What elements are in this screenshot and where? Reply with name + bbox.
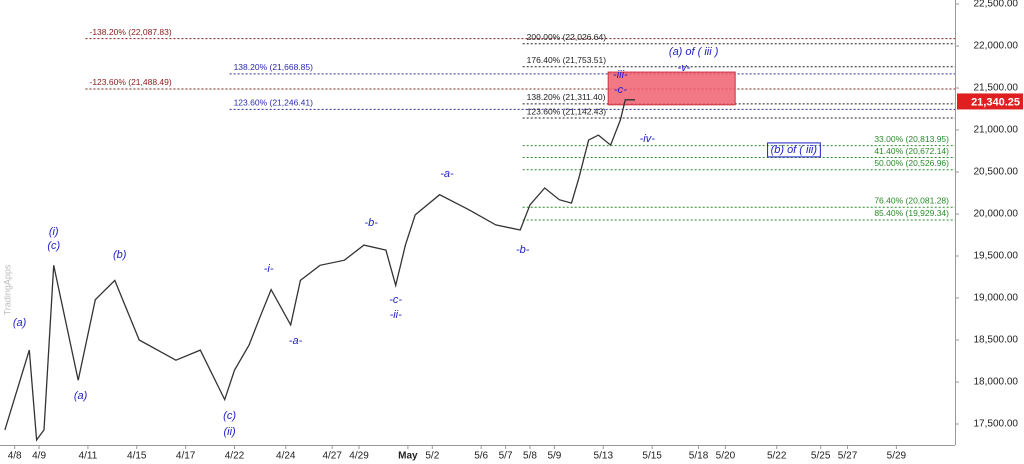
wave-label: (b) bbox=[113, 249, 127, 261]
x-tick-label: 4/9 bbox=[32, 451, 46, 462]
x-tick-label: 4/15 bbox=[127, 451, 147, 462]
x-tick-label: 5/9 bbox=[547, 451, 561, 462]
fib-level-label: -123.60% (21,488.49) bbox=[89, 77, 171, 87]
y-tick-label: 18,000.00 bbox=[974, 377, 1019, 388]
fib-level-label: 200.00% (22,026.64) bbox=[527, 32, 607, 42]
x-tick-label: 5/15 bbox=[642, 451, 662, 462]
x-tick-label: 4/27 bbox=[322, 451, 342, 462]
x-tick-label: 4/29 bbox=[349, 451, 369, 462]
y-tick-label: 21,000.00 bbox=[974, 125, 1019, 136]
wave-label: (i) bbox=[49, 226, 59, 238]
x-tick-label: 5/29 bbox=[887, 451, 907, 462]
x-tick-label: 5/22 bbox=[767, 451, 787, 462]
wave-label: -b- bbox=[516, 244, 530, 256]
wave-label: -iv- bbox=[640, 133, 656, 145]
wave-label: -b- bbox=[365, 217, 379, 229]
wave-label: -iii- bbox=[613, 69, 628, 81]
fib-level-label: 33.00% (20,813.95) bbox=[874, 134, 949, 144]
last-price-tag bbox=[957, 93, 1023, 110]
x-tick-label: 5/20 bbox=[716, 451, 736, 462]
wave-label: -v- bbox=[677, 62, 690, 74]
x-tick-label: May bbox=[398, 451, 418, 462]
fib-level-label: 41.40% (20,672.14) bbox=[874, 146, 949, 156]
wave-label: -ii- bbox=[390, 309, 403, 321]
wave-label: -i- bbox=[264, 263, 274, 275]
x-tick-label: 5/8 bbox=[523, 451, 537, 462]
fib-level-label: 85.40% (19,929.34) bbox=[874, 208, 949, 218]
y-tick-label: 21,500.00 bbox=[974, 83, 1019, 94]
fib-level-label: 76.40% (20,081.28) bbox=[874, 195, 949, 205]
x-tick-label: 5/27 bbox=[838, 451, 858, 462]
y-tick-label: 22,000.00 bbox=[974, 41, 1019, 52]
x-tick-label: 5/2 bbox=[425, 451, 439, 462]
wave-label: (a) bbox=[74, 390, 88, 402]
price-line bbox=[4, 99, 635, 442]
wave-label-box bbox=[767, 142, 821, 158]
y-tick-label: 19,000.00 bbox=[974, 293, 1019, 304]
y-tick-label: 22,500.00 bbox=[974, 0, 1019, 10]
x-tick-label: 4/17 bbox=[176, 451, 196, 462]
fib-level-label: 138.20% (21,311.40) bbox=[527, 92, 606, 102]
wave-label: (c) bbox=[223, 410, 236, 422]
x-tick-label: 5/18 bbox=[689, 451, 709, 462]
fib-level-label: 123.60% (21,246.41) bbox=[234, 98, 314, 108]
wave-label: (c) bbox=[47, 240, 60, 252]
wave-label: (a) bbox=[13, 317, 27, 329]
fib-level-label: 50.00% (20,526.96) bbox=[874, 158, 949, 168]
x-tick-label: 4/24 bbox=[276, 451, 296, 462]
wave-label: -c- bbox=[614, 84, 627, 96]
wave-label: (ii) bbox=[223, 426, 236, 438]
watermark: TradingApps bbox=[2, 264, 12, 315]
wave-label: -a- bbox=[289, 335, 303, 347]
y-tick-label: 20,000.00 bbox=[974, 209, 1019, 220]
wave-label: -a- bbox=[440, 168, 454, 180]
x-tick-label: 5/6 bbox=[474, 451, 488, 462]
fib-level-label: 176.40% (21,753.51) bbox=[527, 55, 607, 65]
y-tick-label: 19,500.00 bbox=[974, 251, 1019, 262]
x-tick-label: 4/8 bbox=[8, 451, 22, 462]
x-tick-label: 5/25 bbox=[811, 451, 831, 462]
y-tick-label: 18,500.00 bbox=[974, 335, 1019, 346]
fib-level-label: -138.20% (22,087.83) bbox=[89, 27, 171, 37]
last-price-label: 21,340.25 bbox=[971, 96, 1020, 108]
x-tick-label: 5/13 bbox=[594, 451, 614, 462]
fib-level-label: 123.60% (21,142.43) bbox=[527, 106, 607, 116]
x-tick-label: 5/7 bbox=[499, 451, 513, 462]
wave-label: (a) of ( iii ) bbox=[669, 46, 719, 58]
fib-level-label: 138.20% (21,668.85) bbox=[234, 62, 314, 72]
y-tick-label: 17,500.00 bbox=[974, 419, 1019, 430]
wave-label: (b) of ( iii) bbox=[771, 144, 818, 156]
x-tick-label: 4/22 bbox=[225, 451, 245, 462]
y-tick-label: 20,500.00 bbox=[974, 167, 1019, 178]
wave-label: -c- bbox=[389, 294, 402, 306]
x-tick-label: 4/11 bbox=[79, 451, 98, 462]
